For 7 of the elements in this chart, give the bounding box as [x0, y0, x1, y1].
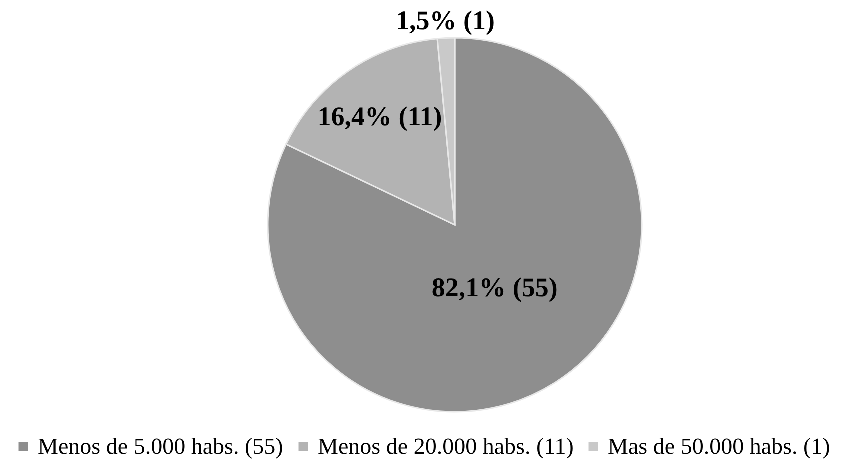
data-label: 16,4% (11) — [318, 102, 442, 132]
pie-slice — [268, 37, 643, 413]
legend-label: Mas de 50.000 habs. (1) — [608, 434, 830, 459]
data-label: 82,1% (55) — [432, 272, 558, 302]
legend-label: Menos de 5.000 habs. (55) — [38, 434, 284, 459]
data-label: 1,5% (1) — [396, 5, 495, 36]
legend-label: Menos de 20.000 habs. (11) — [318, 434, 574, 459]
